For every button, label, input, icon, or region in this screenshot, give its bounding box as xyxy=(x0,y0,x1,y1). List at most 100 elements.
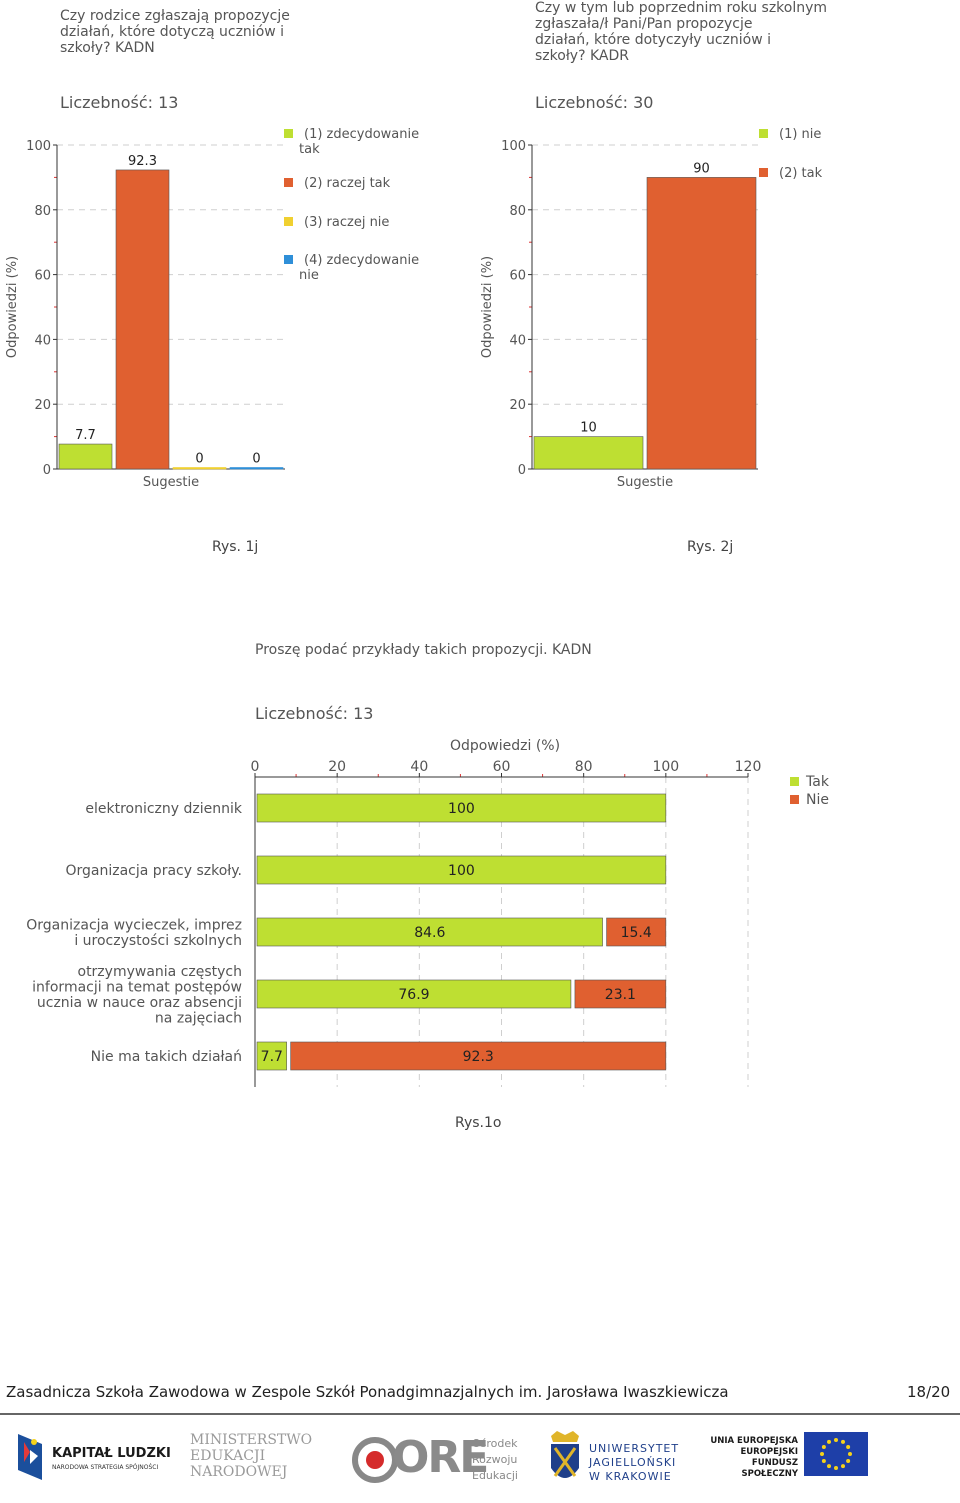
y-tick-label: 0 xyxy=(43,463,51,478)
legend-swatch xyxy=(284,255,293,264)
footer-divider xyxy=(0,1413,960,1415)
legend-label: (2) raczej tak xyxy=(304,176,391,191)
y-tick-label: 60 xyxy=(509,269,526,284)
ore-line1: Ośrodek xyxy=(472,1437,518,1450)
footer-page-number: 18/20 xyxy=(907,1383,951,1401)
category-label: Organizacja wycieczek, imprez xyxy=(26,917,242,933)
bar-segment xyxy=(256,855,667,885)
x-tick-label: 80 xyxy=(575,759,593,775)
legend-swatch xyxy=(790,777,799,786)
chart1-svg: 0 20 40 60 80 100 7.7 92.3 0 0 Sugestie Odpowiedzi … xyxy=(5,127,419,490)
x-axis-label: Sugestie xyxy=(143,475,199,490)
bar-value-label: 90 xyxy=(693,161,710,176)
legend-label: Nie xyxy=(806,792,829,808)
legend-swatch xyxy=(759,129,768,138)
category-label: elektroniczny dziennik xyxy=(85,801,243,817)
bar-value-label: 7.7 xyxy=(75,428,96,443)
eu-star-icon xyxy=(841,1464,845,1469)
legend-swatch xyxy=(284,129,293,138)
men-line1: MINISTERSTWO xyxy=(190,1432,313,1448)
ue-line3: FUNDUSZ SPOŁECZNY xyxy=(741,1458,798,1479)
kl-subtitle: NARODOWA STRATEGIA SPÓJNOŚCI xyxy=(52,1464,159,1471)
bar-value-label: 7.7 xyxy=(261,1049,283,1065)
category-label: informacji na temat postępów xyxy=(32,979,242,995)
legend-label: (1) zdecydowanie xyxy=(304,127,419,142)
legend-label: tak xyxy=(299,142,320,157)
bar-value-label: 100 xyxy=(448,801,475,817)
uj-crest-icon xyxy=(551,1431,579,1478)
bar xyxy=(58,443,113,470)
uj-line3: W KRAKOWIE xyxy=(589,1470,672,1483)
men-line3: NARODOWEJ xyxy=(190,1464,288,1480)
men-line2: EDUKACJI xyxy=(190,1448,266,1464)
x-axis-label: Sugestie xyxy=(617,475,673,490)
bar-value-label: 10 xyxy=(580,421,597,436)
y-tick-label: 100 xyxy=(501,139,526,154)
bar xyxy=(172,467,227,470)
bar-segment xyxy=(290,1041,667,1071)
x-tick-label: 60 xyxy=(493,759,511,775)
legend-swatch xyxy=(759,168,768,177)
eu-star-icon xyxy=(821,1459,826,1463)
legend-label: (2) tak xyxy=(779,166,823,181)
bar-value-label: 0 xyxy=(252,452,260,467)
x-tick-label: 20 xyxy=(328,759,346,775)
y-axis-label: Odpowiedzi (%) xyxy=(480,256,495,358)
y-tick-label: 80 xyxy=(509,204,526,219)
uj-line1: UNIWERSYTET xyxy=(589,1442,680,1455)
bar xyxy=(533,436,644,470)
ore-emblem-icon xyxy=(352,1437,398,1483)
y-tick-label: 0 xyxy=(518,463,526,478)
category-label: na zajęciach xyxy=(155,1010,242,1026)
category-label: otrzymywania częstych xyxy=(78,964,243,980)
chart2-question: Czy w tym lub poprzednim roku szkolnym z… xyxy=(535,0,828,64)
ue-line1: UNIA EUROPEJSKA xyxy=(710,1436,798,1446)
eu-star-icon xyxy=(834,1438,838,1442)
x-tick-label: 0 xyxy=(251,759,260,775)
chart3-svg: Odpowiedzi (%) 0 20 40 60 80 100 120 elektronicz… xyxy=(26,738,830,1087)
bar xyxy=(115,169,170,470)
uj-logo: UNIWERSYTET JAGIELLOŃSKI W KRAKOWIE xyxy=(547,1430,697,1492)
chart3-question: Proszę podać przykłady takich propozycji… xyxy=(255,642,592,658)
bar-value-label: 15.4 xyxy=(621,925,652,941)
chart3-caption: Rys.1o xyxy=(455,1115,502,1131)
eu-star-icon xyxy=(841,1439,845,1444)
category-label: Nie ma takich działań xyxy=(91,1049,242,1065)
chart1-caption: Rys. 1j xyxy=(212,539,259,555)
kl-title: KAPITAŁ LUDZKI xyxy=(52,1446,171,1461)
y-tick-label: 20 xyxy=(34,398,51,413)
eu-star-icon xyxy=(827,1439,831,1444)
x-axis-label: Odpowiedzi (%) xyxy=(450,738,560,754)
chart2-svg: 0 20 40 60 80 100 10 90 Sugestie Odpowiedzi (%) (1… xyxy=(480,127,823,490)
x-tick-label: 120 xyxy=(735,759,762,775)
y-tick-label: 60 xyxy=(34,269,51,284)
uj-line2: JAGIELLOŃSKI xyxy=(589,1456,677,1469)
legend-label: (4) zdecydowanie xyxy=(304,253,419,268)
chart2-count: Liczebność: 30 xyxy=(535,93,654,112)
eu-star-icon xyxy=(848,1452,852,1456)
eu-star-icon xyxy=(846,1445,851,1449)
category-label: i uroczystości szkolnych xyxy=(74,933,242,949)
eu-star-icon xyxy=(820,1452,824,1456)
kapital-ludzki-emblem-icon xyxy=(18,1434,42,1480)
legend-swatch xyxy=(284,178,293,187)
chart1-question: Czy rodzice zgłaszają propozycje działań… xyxy=(60,8,290,56)
ue-line2: EUROPEJSKI xyxy=(740,1447,798,1457)
category-label: ucznia w nauce oraz absencji xyxy=(37,995,242,1011)
bar-segment xyxy=(606,917,667,947)
ore-mark: ORE xyxy=(392,1432,489,1483)
eu-star-icon xyxy=(834,1466,838,1470)
bar-value-label: 23.1 xyxy=(605,987,636,1003)
bar-segment xyxy=(256,1041,287,1071)
y-tick-label: 40 xyxy=(509,333,526,348)
bar-segment xyxy=(256,917,603,947)
ore-line3: Edukacji xyxy=(472,1469,518,1482)
ore-logo: ORE Ośrodek Rozwoju Edukacji xyxy=(350,1430,530,1490)
ore-line2: Rozwoju xyxy=(472,1453,518,1466)
men-logo: MINISTERSTWO EDUKACJI NARODOWEJ xyxy=(190,1432,320,1492)
bar-segment xyxy=(256,793,667,823)
bar-value-label: 92.3 xyxy=(128,154,157,169)
legend-swatch xyxy=(284,217,293,226)
chart2-caption: Rys. 2j xyxy=(687,539,734,555)
y-tick-label: 20 xyxy=(509,398,526,413)
